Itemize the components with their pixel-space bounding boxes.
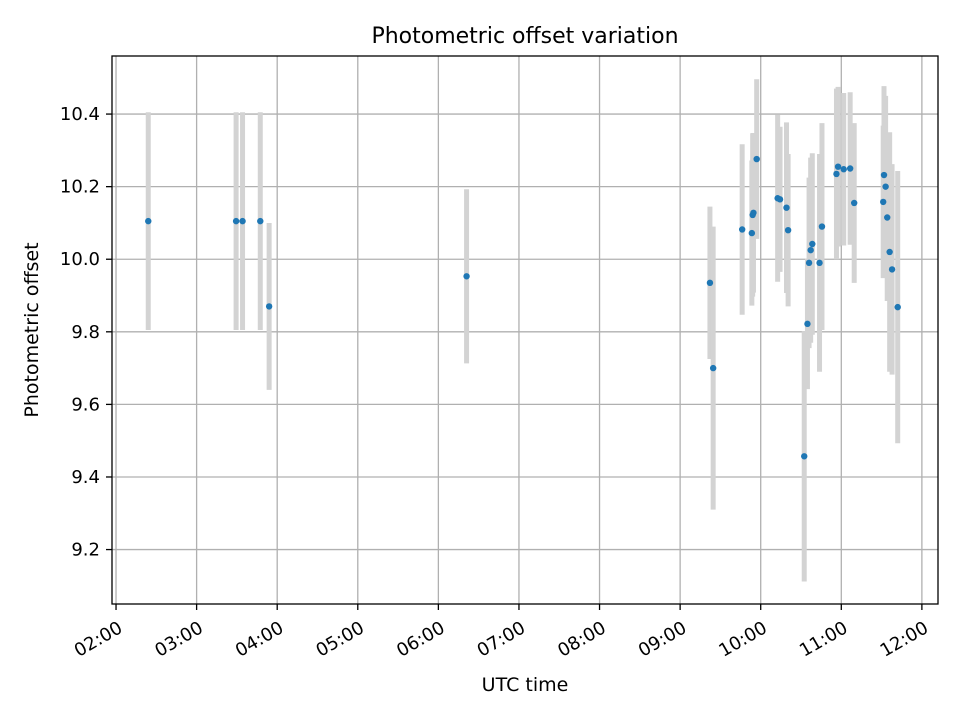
data-point bbox=[807, 246, 814, 254]
x-tick-label: 12:00 bbox=[877, 617, 932, 661]
plot-frame bbox=[111, 55, 939, 605]
error-bars bbox=[145, 79, 901, 582]
x-tick-label: 09:00 bbox=[635, 617, 690, 661]
x-tick-label: 08:00 bbox=[554, 617, 609, 661]
data-point bbox=[738, 226, 746, 233]
data-point bbox=[886, 248, 893, 256]
x-tick-label: 07:00 bbox=[474, 617, 529, 661]
data-point bbox=[884, 214, 891, 221]
data-point bbox=[818, 223, 826, 230]
y-tick-label: 10.0 bbox=[60, 249, 100, 270]
x-tick-label: 02:00 bbox=[71, 617, 126, 661]
data-point bbox=[834, 163, 842, 170]
data-point bbox=[750, 209, 757, 216]
data-point bbox=[753, 155, 760, 163]
y-tick-label: 10.2 bbox=[60, 177, 100, 198]
data-point bbox=[809, 240, 816, 248]
data-point bbox=[463, 273, 470, 280]
y-axis-label: Photometric offset bbox=[21, 242, 43, 417]
data-point bbox=[805, 259, 813, 267]
data-point bbox=[265, 303, 273, 310]
x-axis-label: UTC time bbox=[482, 674, 569, 696]
data-point bbox=[833, 170, 840, 178]
data-point bbox=[801, 453, 808, 460]
data-point bbox=[145, 217, 152, 225]
x-tick-label: 11:00 bbox=[796, 617, 851, 661]
data-point bbox=[257, 217, 264, 225]
y-axis: 9.2 9.4 9.6 9.8 10.0 10.2 10.4 bbox=[60, 104, 112, 561]
data-point bbox=[850, 199, 858, 207]
data-points bbox=[145, 155, 901, 460]
data-point bbox=[239, 217, 246, 225]
data-point bbox=[709, 364, 717, 372]
y-tick-label: 10.4 bbox=[60, 104, 100, 125]
data-point bbox=[880, 198, 887, 206]
data-point bbox=[784, 226, 792, 234]
data-point bbox=[888, 266, 896, 273]
y-tick-label: 9.2 bbox=[71, 540, 100, 561]
data-point bbox=[706, 279, 714, 287]
x-tick-label: 04:00 bbox=[232, 617, 287, 661]
y-tick-label: 9.8 bbox=[71, 322, 100, 343]
data-point bbox=[776, 196, 784, 203]
x-tick-label: 10:00 bbox=[715, 617, 770, 661]
x-tick-label: 06:00 bbox=[393, 617, 448, 661]
x-tick-label: 03:00 bbox=[151, 617, 206, 661]
data-point bbox=[804, 320, 811, 328]
chart-title: Photometric offset variation bbox=[371, 24, 678, 49]
x-axis: 02:00 03:00 04:00 05:00 06:00 07:00 08:00 09:00… bbox=[71, 604, 932, 662]
data-point bbox=[846, 165, 854, 172]
data-point bbox=[882, 183, 889, 190]
data-point bbox=[840, 166, 847, 173]
y-tick-label: 9.4 bbox=[71, 467, 100, 488]
data-point bbox=[783, 204, 790, 211]
x-tick-label: 05:00 bbox=[313, 617, 368, 661]
data-point bbox=[880, 171, 888, 179]
grid bbox=[112, 56, 938, 604]
data-point bbox=[816, 259, 823, 267]
data-point bbox=[232, 217, 240, 225]
y-tick-label: 9.6 bbox=[71, 394, 100, 415]
data-point bbox=[748, 229, 756, 237]
data-point bbox=[894, 303, 901, 311]
